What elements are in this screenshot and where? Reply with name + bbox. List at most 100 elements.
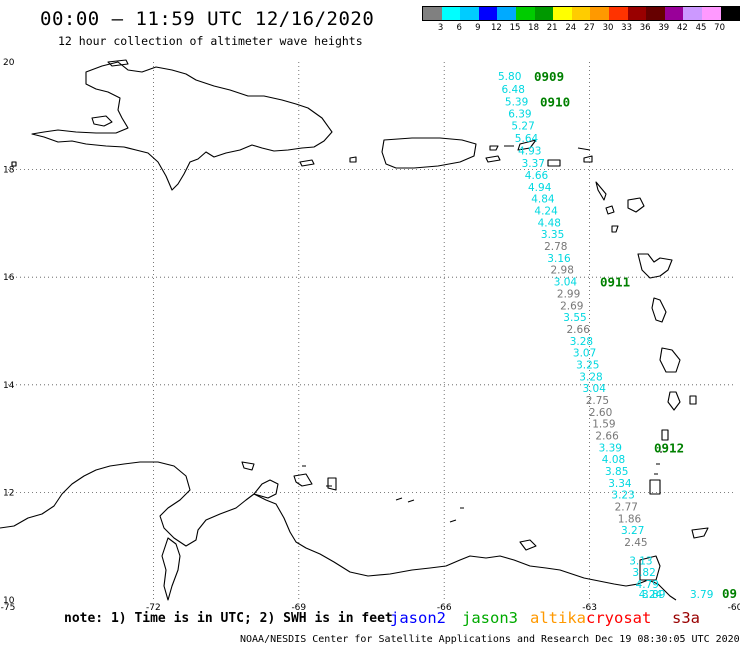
- isla-saona: [299, 159, 315, 167]
- pass-time-label: 09: [722, 586, 737, 601]
- small-islands: [302, 465, 464, 523]
- st-vincent: [661, 429, 669, 441]
- wave-height-value: 3.04: [583, 383, 607, 395]
- scale-tick-label: 27: [583, 23, 595, 33]
- scale-tick-label: 45: [695, 23, 707, 33]
- legend-jason3: jason3: [462, 609, 518, 627]
- scale-tick-label: 33: [621, 23, 633, 33]
- vieques: [485, 155, 501, 163]
- latitude-tick-label: 16: [3, 273, 15, 283]
- margarita: [519, 539, 537, 551]
- trinidad: [639, 555, 661, 581]
- wave-height-value: 2.66: [595, 430, 619, 442]
- st-kitts-nevis: [595, 181, 615, 215]
- scale-swatch: [460, 7, 479, 20]
- scale-tick-label: 3: [437, 23, 444, 33]
- scale-swatch: [683, 7, 702, 20]
- guadeloupe: [637, 253, 673, 279]
- antigua: [627, 197, 645, 213]
- aruba: [241, 461, 255, 471]
- scale-swatch: [497, 7, 516, 20]
- scale-swatch: [627, 7, 647, 20]
- scale-swatch: [608, 7, 628, 20]
- lake-maracaibo: [161, 537, 181, 601]
- scale-swatch: [441, 7, 461, 20]
- color-scale-bar: [422, 6, 740, 21]
- martinique: [659, 347, 681, 373]
- scale-tick-label: 15: [509, 23, 521, 33]
- wave-height-value: 6.48: [502, 84, 525, 96]
- wave-height-value: 5.39: [505, 96, 528, 108]
- longitude-tick-label: -69: [291, 603, 306, 613]
- wave-height-value: 3.39: [599, 442, 622, 454]
- scale-swatch: [534, 7, 554, 20]
- pass-time-label: 0911: [600, 275, 630, 290]
- graticule: -75 -72 -69 -66 -63 -60 20 18 16 14 12 10: [1, 58, 740, 613]
- navassa: [11, 161, 17, 167]
- wave-height-value: 3.25: [576, 359, 599, 371]
- wave-height-value: 3.35: [541, 229, 564, 241]
- credit-line: NOAA/NESDIS Center for Satellite Applica…: [240, 634, 740, 645]
- wave-height-value: 3.16: [547, 253, 571, 265]
- scale-tick-label: 6: [456, 23, 462, 33]
- wave-height-value: 5.80: [498, 71, 521, 83]
- scale-swatch: [478, 7, 498, 20]
- latitude-tick-label: 12: [3, 488, 14, 498]
- wave-height-value: 2.69: [560, 300, 583, 312]
- scale-tick-label: 42: [676, 23, 688, 33]
- scale-tick-label: 21: [546, 23, 558, 33]
- wave-height-value: 3.89: [642, 589, 665, 601]
- latitude-tick-label: 14: [3, 381, 15, 391]
- puerto-rico-coast: [381, 137, 477, 169]
- wave-height-value: 4.08: [602, 454, 625, 466]
- scale-swatch: [701, 7, 721, 20]
- wave-height-value: 4.48: [538, 217, 561, 229]
- wave-height-value: 4.94: [528, 182, 552, 194]
- wave-height-labels: 5.806.485.396.395.275.644.933.374.664.94…: [498, 71, 713, 601]
- wave-height-value: 2.60: [589, 407, 612, 419]
- scale-tick-label: 9: [475, 23, 481, 33]
- st-lucia: [667, 391, 681, 411]
- scale-swatch: [571, 7, 591, 20]
- pass-time-label: 0909: [534, 69, 564, 84]
- longitude-tick-label: -60: [728, 603, 740, 613]
- latitude-tick-label: 10: [3, 596, 15, 606]
- ile-de-la-gonave: [91, 115, 113, 127]
- scale-tick-label: 36: [639, 23, 651, 33]
- scale-tick-label: 70: [714, 23, 726, 33]
- scale-swatch: [515, 7, 535, 20]
- wave-height-value: 4.79: [636, 579, 659, 591]
- wave-height-value: 3.04: [554, 277, 578, 289]
- south-america-coast: [0, 461, 677, 601]
- scale-tick-label: 24: [565, 23, 577, 33]
- wave-height-value: 5.64: [515, 133, 539, 145]
- scale-tick-label: 39: [658, 23, 670, 33]
- wave-height-value: 2.99: [557, 288, 580, 300]
- scale-swatch: [664, 7, 684, 20]
- scale-swatch: [423, 7, 442, 20]
- wave-height-value: 2.78: [544, 241, 567, 253]
- page-title: 00:00 – 11:59 UTC 12/16/2020: [40, 8, 375, 30]
- wave-height-value: 3.34: [608, 478, 632, 490]
- legend-jason2: jason2: [390, 609, 446, 627]
- longitude-tick-label: -66: [437, 603, 452, 613]
- wave-height-value: 1.86: [618, 513, 642, 525]
- mona-island: [349, 156, 357, 163]
- wave-height-value: 3.37: [522, 158, 545, 170]
- grenada: [649, 479, 661, 495]
- tobago: [691, 527, 709, 539]
- scale-tick-label: 18: [528, 23, 540, 33]
- longitude-tick-label: -63: [582, 603, 597, 613]
- curacao: [293, 473, 313, 487]
- wave-height-value: 3.27: [621, 525, 644, 537]
- longitude-tick-label: -75: [1, 603, 16, 613]
- wave-height-value: 3.82: [632, 567, 655, 579]
- latitude-tick-label: 20: [3, 58, 15, 68]
- wave-height-value: 6.39: [508, 109, 531, 121]
- pass-time-labels: 0909 0910 0911 0912 09: [534, 69, 737, 601]
- wave-height-value: 5.27: [511, 121, 534, 133]
- wave-height-value: 2.66: [567, 324, 591, 336]
